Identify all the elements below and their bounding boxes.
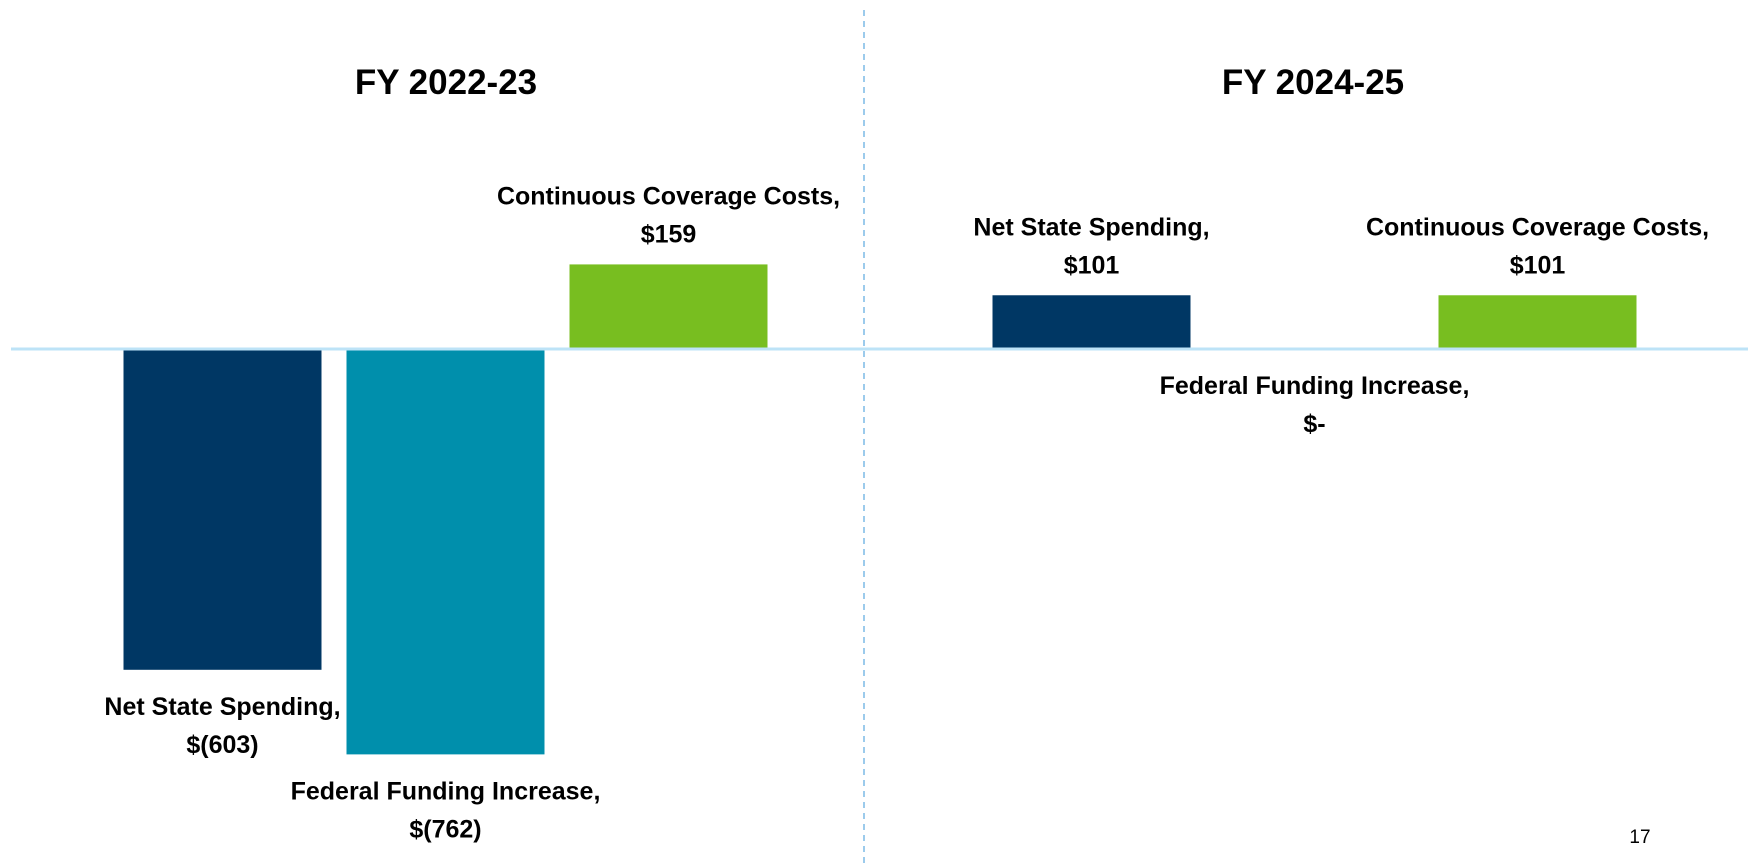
- category-label: Federal Funding Increase,: [1160, 372, 1470, 400]
- chart-title: FY 2022-23: [355, 63, 537, 102]
- chart-title: FY 2024-25: [1222, 63, 1404, 102]
- value-label: $101: [1510, 251, 1566, 279]
- page-number: 17: [1629, 827, 1650, 848]
- value-label: $101: [1064, 251, 1120, 279]
- category-label: Net State Spending,: [104, 693, 340, 721]
- bar: [1438, 295, 1637, 349]
- bar: [346, 349, 545, 755]
- category-label: Net State Spending,: [973, 213, 1209, 241]
- bar: [569, 264, 768, 349]
- bar: [992, 295, 1191, 349]
- category-label: Continuous Coverage Costs,: [1366, 213, 1709, 241]
- value-label: $(762): [409, 815, 481, 843]
- value-label: $-: [1303, 410, 1325, 438]
- category-label: Continuous Coverage Costs,: [497, 182, 840, 210]
- value-label: $159: [641, 220, 697, 248]
- category-label: Federal Funding Increase,: [291, 777, 601, 805]
- value-label: $(603): [186, 731, 258, 759]
- bar: [123, 349, 322, 670]
